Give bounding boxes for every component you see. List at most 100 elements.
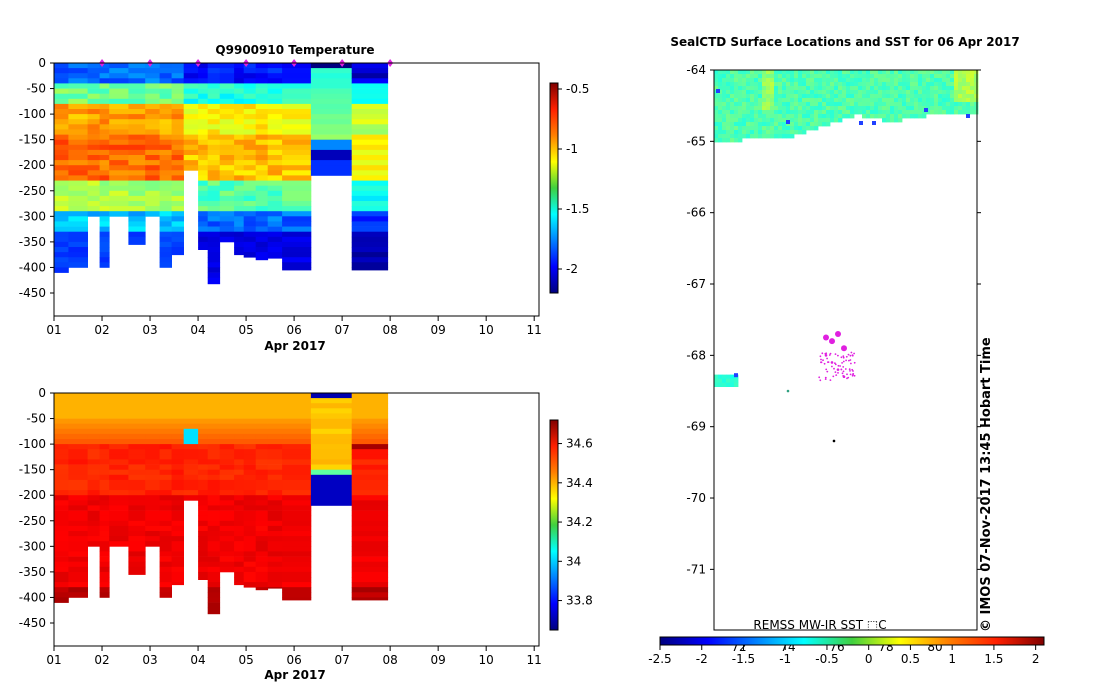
section-cell xyxy=(255,78,269,84)
section-cell xyxy=(255,144,269,151)
section-cell xyxy=(183,490,199,496)
sst-cell xyxy=(826,94,831,99)
section-cell xyxy=(68,252,88,258)
colorbar-tick-label: 33.8 xyxy=(566,594,593,608)
sst-cell xyxy=(902,106,907,111)
section-cell xyxy=(159,231,172,238)
sst-cell xyxy=(726,126,731,131)
section-cell xyxy=(87,201,100,207)
sst-cell xyxy=(974,78,979,83)
sst-cell xyxy=(958,74,963,79)
section-cell xyxy=(207,180,221,187)
section-cell xyxy=(267,211,283,217)
sst-cell xyxy=(882,106,887,111)
section-cell xyxy=(198,536,209,542)
sst-cell xyxy=(926,98,931,103)
sst-cell xyxy=(846,110,851,115)
section-cell xyxy=(351,201,389,207)
section-cell xyxy=(128,449,146,455)
section-cell xyxy=(243,88,257,95)
sst-cell xyxy=(822,74,827,79)
section-cell xyxy=(171,88,184,95)
section-cell xyxy=(128,68,146,74)
sst-cell xyxy=(782,90,787,95)
section-cell xyxy=(159,180,172,187)
sst-cell xyxy=(778,134,783,139)
section-cell xyxy=(207,211,221,217)
section-cell xyxy=(207,597,221,603)
section-cell xyxy=(219,195,235,202)
sst-cell xyxy=(746,102,751,107)
section-cell xyxy=(198,525,209,532)
section-cell xyxy=(282,474,312,481)
section-cell xyxy=(310,490,353,496)
section-cell xyxy=(54,449,69,455)
section-cell xyxy=(159,566,172,573)
section-cell xyxy=(183,428,199,435)
sst-cell xyxy=(906,90,911,95)
sst-cell xyxy=(958,94,963,99)
colorbar-tick-label: 34.2 xyxy=(566,515,593,529)
sst-cell xyxy=(942,106,947,111)
section-cell xyxy=(183,68,199,74)
section-cell xyxy=(99,515,110,522)
sst-cell xyxy=(734,126,739,131)
section-cell xyxy=(255,236,269,243)
sst-cell xyxy=(774,122,779,127)
section-cell xyxy=(99,408,110,414)
sst-cell xyxy=(946,102,951,107)
section-cell xyxy=(351,592,389,598)
sst-cell xyxy=(850,106,855,111)
section-cell xyxy=(351,464,389,471)
section-cell xyxy=(310,433,353,440)
section-cell xyxy=(171,393,184,399)
section-cell xyxy=(351,541,389,547)
section-cell xyxy=(198,439,209,445)
section-cell xyxy=(109,469,129,476)
sst-cell xyxy=(726,90,731,95)
section-cell xyxy=(128,469,146,476)
sst-cell xyxy=(738,134,743,139)
sst-cell xyxy=(902,82,907,87)
sst-cell xyxy=(742,106,747,111)
section-cell xyxy=(219,408,235,414)
sst-cell xyxy=(718,382,723,388)
sst-cell xyxy=(906,74,911,79)
sst-cell xyxy=(890,74,895,79)
section-cell xyxy=(99,211,110,217)
section-cell xyxy=(282,592,312,598)
y-tick-label: -200 xyxy=(19,158,46,172)
section-cell xyxy=(109,536,129,542)
sst-cell xyxy=(918,94,923,99)
section-cell xyxy=(159,114,172,120)
sst-cell xyxy=(714,122,719,127)
section-cell xyxy=(207,252,221,258)
sst-cell xyxy=(850,102,855,107)
sst-cell xyxy=(718,106,723,111)
sst-cell xyxy=(854,70,859,75)
sst-cell xyxy=(718,126,723,131)
section-cell xyxy=(219,83,235,89)
section-cell xyxy=(171,160,184,166)
section-cell xyxy=(267,221,283,227)
sst-cell xyxy=(906,94,911,99)
section-cell xyxy=(99,68,110,74)
section-cell xyxy=(207,272,221,279)
sst-cell xyxy=(810,74,815,79)
sst-cell xyxy=(806,82,811,87)
section-cell xyxy=(267,582,283,588)
section-cell xyxy=(234,175,245,181)
section-cell xyxy=(267,73,283,79)
section-cell xyxy=(159,63,172,69)
section-cell xyxy=(145,393,160,399)
section-cell xyxy=(159,459,172,465)
section-cell xyxy=(243,408,257,414)
section-cell xyxy=(87,139,100,146)
section-cell xyxy=(351,247,389,253)
section-cell xyxy=(54,103,69,110)
x-tick-label: 10 xyxy=(479,323,494,337)
section-cell xyxy=(255,231,269,238)
section-cell xyxy=(207,393,221,399)
section-cell xyxy=(243,413,257,419)
section-cell xyxy=(183,423,199,430)
